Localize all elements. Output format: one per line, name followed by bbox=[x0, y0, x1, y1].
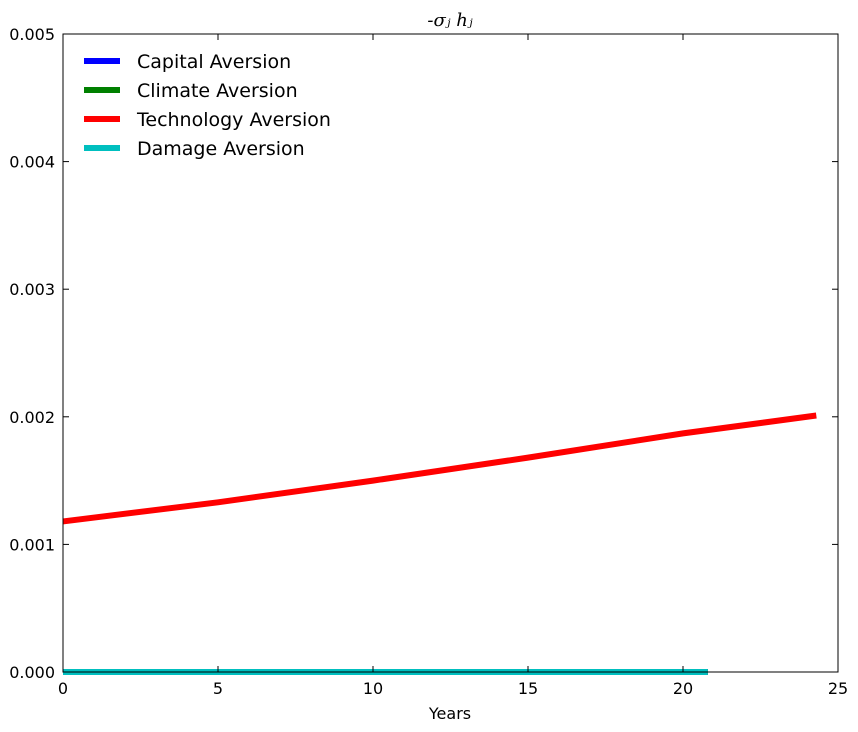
plot-frame bbox=[62, 33, 839, 673]
y-tick-label: 0.005 bbox=[9, 25, 55, 44]
legend: Capital Aversion Climate Aversion Technolo… bbox=[84, 51, 331, 160]
legend-label: Damage Aversion bbox=[137, 138, 305, 160]
y-tick-label: 0.000 bbox=[9, 663, 55, 682]
x-axis-title: Years bbox=[428, 704, 471, 723]
x-tick-label: 20 bbox=[673, 679, 693, 698]
y-tick-label: 0.002 bbox=[9, 408, 55, 427]
y-tick-label: 0.004 bbox=[9, 153, 55, 172]
y-tick-label: 0.003 bbox=[9, 280, 55, 299]
x-tick-label: 0 bbox=[58, 679, 68, 698]
legend-label: Climate Aversion bbox=[137, 80, 298, 102]
y-tick-label: 0.001 bbox=[9, 535, 55, 554]
x-tick-label: 10 bbox=[363, 679, 383, 698]
x-tick-label: 25 bbox=[828, 679, 848, 698]
x-tick-label: 15 bbox=[518, 679, 538, 698]
legend-label: Capital Aversion bbox=[137, 51, 291, 73]
series-line-technology-aversion bbox=[62, 412, 817, 525]
chart-title: -σⱼ hⱼ bbox=[427, 10, 472, 31]
legend-label: Technology Aversion bbox=[136, 109, 331, 131]
ticks-layer: 0 5 10 15 20 25 0.000 0.001 0.002 0.003 0.004 0.005 bbox=[9, 25, 848, 698]
x-tick-label: 5 bbox=[213, 679, 223, 698]
